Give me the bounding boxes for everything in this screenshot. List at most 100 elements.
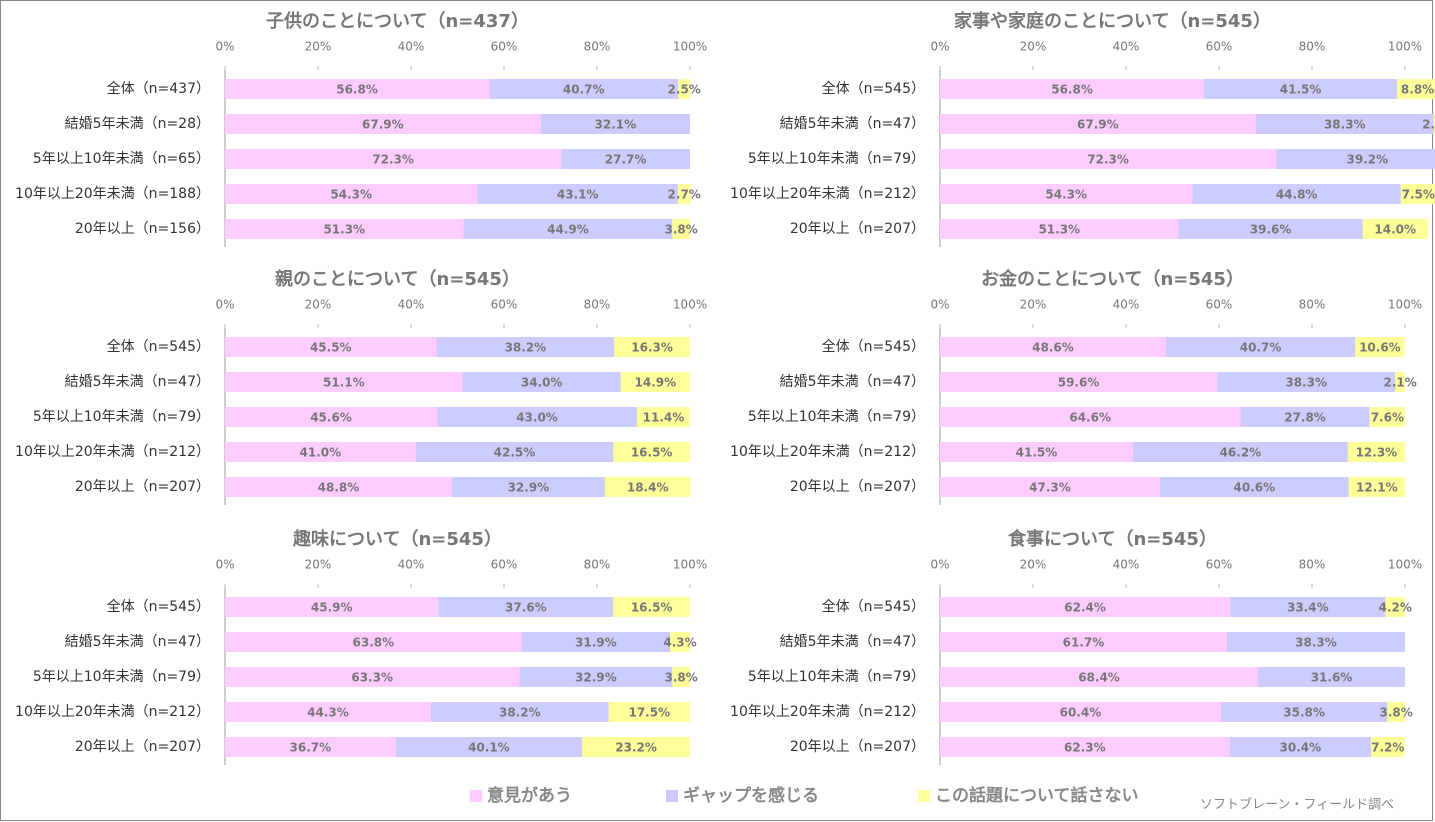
chart-title: 家事や家庭のことについて（n=545） <box>954 10 1271 32</box>
legend-swatch <box>918 790 930 802</box>
bar-segment <box>940 737 1230 757</box>
category-label: 10年以上20年未満（n=212） <box>15 704 210 720</box>
value-label: 62.3% <box>1064 741 1106 755</box>
x-tick-label: 100% <box>673 298 707 312</box>
bar-segment <box>436 337 615 357</box>
value-label: 63.3% <box>351 671 393 685</box>
category-label: 20年以上（n=207） <box>790 739 925 755</box>
value-label: 2.1% <box>1422 118 1435 132</box>
value-label: 38.3% <box>1324 118 1366 132</box>
bar-segment <box>940 79 1205 99</box>
x-tick-label: 80% <box>1299 298 1326 312</box>
x-tick-label: 100% <box>673 558 707 572</box>
bar-segment <box>1369 407 1405 427</box>
x-tick-label: 60% <box>491 40 518 54</box>
value-label: 43.0% <box>516 411 558 425</box>
value-label: 40.7% <box>1240 341 1282 355</box>
legend-swatch <box>470 790 482 802</box>
value-label: 14.0% <box>1374 223 1416 237</box>
value-label: 42.5% <box>494 446 536 460</box>
bar-segment <box>604 477 691 497</box>
value-label: 38.2% <box>505 341 547 355</box>
bar-segment <box>477 184 678 204</box>
bar-segment <box>940 597 1231 617</box>
category-label: 全体（n=437） <box>107 80 210 97</box>
bar-segment <box>940 337 1166 357</box>
category-label: 全体（n=545） <box>107 598 210 615</box>
value-label: 41.0% <box>300 446 342 460</box>
bar-segment <box>620 372 690 392</box>
bar-segment <box>672 219 690 239</box>
x-tick-label: 40% <box>1113 298 1140 312</box>
value-label: 44.3% <box>307 706 349 720</box>
bar-segment <box>438 597 614 617</box>
category-label: 5年以上10年未満（n=65） <box>33 151 210 167</box>
category-label: 結婚5年未満（n=28） <box>65 116 210 132</box>
value-label: 23.2% <box>615 741 657 755</box>
bar-segment <box>940 702 1221 722</box>
bar-segment <box>670 632 690 652</box>
x-tick-label: 20% <box>305 558 332 572</box>
bar-segment <box>462 372 621 392</box>
value-label: 7.5% <box>1402 188 1435 202</box>
category-label: 全体（n=545） <box>822 598 925 615</box>
bar-segment <box>463 219 673 239</box>
value-label: 16.5% <box>631 446 673 460</box>
x-tick-label: 60% <box>1206 40 1233 54</box>
category-label: 20年以上（n=207） <box>75 479 210 495</box>
value-label: 3.8% <box>665 671 698 685</box>
x-tick-label: 0% <box>215 558 234 572</box>
value-label: 27.7% <box>605 153 647 167</box>
value-label: 35.8% <box>1283 706 1325 720</box>
bar-segment <box>451 477 605 497</box>
value-label: 10.6% <box>1359 341 1401 355</box>
bar-segment <box>636 407 690 427</box>
value-label: 31.9% <box>575 636 617 650</box>
bar-segment <box>1230 597 1386 617</box>
category-label: 20年以上（n=207） <box>790 479 925 495</box>
category-label: 5年以上10年未満（n=79） <box>748 669 925 685</box>
bar-segment <box>1400 184 1435 204</box>
x-tick-label: 80% <box>1299 558 1326 572</box>
bar-segment <box>1204 79 1398 99</box>
value-label: 51.3% <box>1038 223 1080 237</box>
x-tick-label: 40% <box>398 40 425 54</box>
value-label: 48.6% <box>1032 341 1074 355</box>
bar-segment <box>1371 737 1405 757</box>
value-label: 8.8% <box>1401 83 1434 97</box>
value-label: 18.4% <box>627 481 669 495</box>
bar-segment <box>672 667 690 687</box>
bar-segment <box>225 702 431 722</box>
bar-segment <box>1397 79 1435 99</box>
bar-segment <box>225 372 463 392</box>
category-label: 結婚5年未満（n=47） <box>780 116 925 132</box>
value-label: 31.6% <box>1311 671 1353 685</box>
bar-segment <box>608 702 690 722</box>
x-tick-label: 0% <box>930 40 949 54</box>
chart-title: 趣味について（n=545） <box>292 529 502 550</box>
value-label: 38.3% <box>1285 376 1327 390</box>
chart-title: 親のことについて（n=545） <box>275 268 520 290</box>
bar-segment <box>489 79 679 99</box>
category-label: 結婚5年未満（n=47） <box>780 374 925 390</box>
x-tick-label: 80% <box>584 298 611 312</box>
bar-segment <box>1226 632 1405 652</box>
x-tick-label: 20% <box>1020 558 1047 572</box>
value-label: 7.6% <box>1371 411 1404 425</box>
bar-segment <box>225 184 478 204</box>
bar-segment <box>519 667 673 687</box>
bar-segment <box>940 114 1256 134</box>
bar-segment <box>1220 702 1388 722</box>
bar-segment <box>1165 337 1356 357</box>
value-label: 40.1% <box>468 741 510 755</box>
bar-segment <box>225 442 416 462</box>
x-tick-label: 40% <box>1113 558 1140 572</box>
bar-segment <box>1178 219 1363 239</box>
bar-segment <box>940 667 1259 687</box>
value-label: 51.1% <box>323 376 365 390</box>
x-tick-label: 80% <box>1299 40 1326 54</box>
x-tick-label: 100% <box>1388 558 1422 572</box>
value-label: 48.8% <box>318 481 360 495</box>
category-label: 結婚5年未満（n=47） <box>65 634 210 650</box>
